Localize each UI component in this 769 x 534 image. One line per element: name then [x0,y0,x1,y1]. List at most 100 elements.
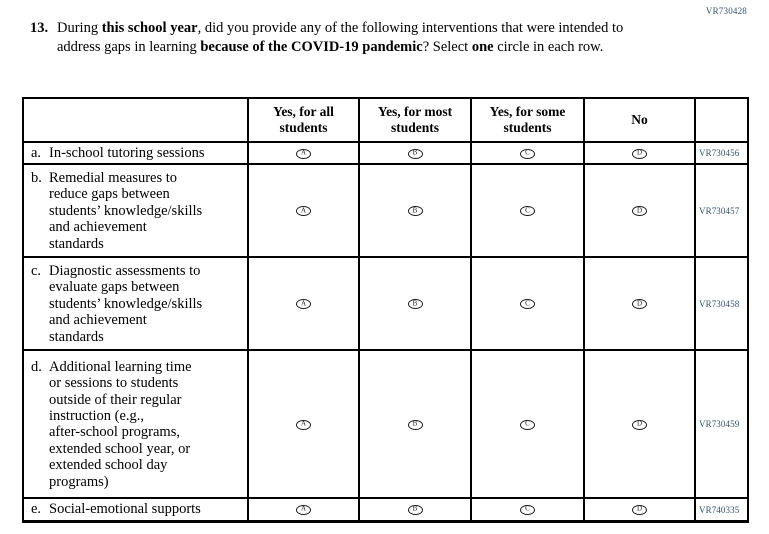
answer-bubble-d[interactable]: D [632,206,647,217]
row-letter: b. [31,169,42,186]
row-letter: c. [31,262,42,279]
question-text-bold: this school year [101,20,198,36]
answer-bubble-a[interactable]: A [296,148,311,159]
bubble-letter: D [636,206,643,215]
answer-bubble-a[interactable]: A [296,299,311,310]
row-code: VR740335 [694,497,749,523]
form-code: VR730428 [705,6,747,16]
bubble-letter: A [300,206,307,215]
row-code: VR730458 [694,256,749,352]
bubble-letter: B [412,419,418,428]
bubble-letter: B [412,299,418,308]
option-cell-yes-most: B [358,497,472,523]
table-row-a: a. In-school tutoring sessions A B C D V… [22,140,749,166]
option-cell-yes-all: A [247,256,360,352]
header-row: Yes, for all students Yes, for most stud… [22,97,749,143]
option-cell-no: D [583,140,696,166]
bubble-letter: C [525,299,530,308]
answer-bubble-b[interactable]: B [407,148,423,159]
option-cell-yes-most: B [358,163,472,259]
column-header-yes-some: Yes, for some students [470,97,585,143]
bubble-letter: D [636,148,643,157]
answer-bubble-b[interactable]: B [407,419,423,430]
bubble-letter: C [525,504,530,513]
question-text-bold: because of the COVID-19 pandemic [200,39,423,55]
option-cell-yes-most: B [358,256,472,352]
row-label-cell: c. Diagnostic assessments to evaluate ga… [22,256,249,352]
question-text-segment: ? Select [422,39,472,55]
answer-bubble-c[interactable]: C [520,299,535,310]
question-text-segment: , did you provide any of the following i… [57,20,624,55]
answer-bubble-b[interactable]: B [407,299,423,310]
option-cell-yes-some: C [470,497,585,523]
row-letter: e. [31,501,42,518]
question-text: During this school year, did you provide… [57,19,661,57]
bubble-letter: C [525,419,530,428]
bubble-letter: A [300,419,307,428]
row-label: Social-emotional supports [49,501,201,518]
bubble-letter: D [636,419,643,428]
answer-bubble-d[interactable]: D [632,299,647,310]
table-row-b: b. Remedial measures to reduce gaps betw… [22,163,749,259]
row-label-cell: b. Remedial measures to reduce gaps betw… [22,163,249,259]
answer-bubble-d[interactable]: D [632,504,647,515]
bubble-letter: B [412,504,418,513]
row-label-cell: a. In-school tutoring sessions [22,140,249,166]
option-cell-yes-all: A [247,140,360,166]
bubble-letter: A [300,148,307,157]
table-row-d: d. Additional learning time or sessions … [22,349,749,500]
option-cell-yes-some: C [470,163,585,259]
row-label: Remedial measures to reduce gaps between… [49,169,203,252]
row-code: VR730456 [694,140,749,166]
answer-bubble-a[interactable]: A [296,504,311,515]
row-letter: d. [31,358,42,375]
row-label: In-school tutoring sessions [49,145,205,161]
interventions-table: Yes, for all students Yes, for most stud… [22,97,749,523]
question-block: 13. During this school year, did you pro… [30,19,670,57]
answer-bubble-c[interactable]: C [520,206,535,217]
row-letter: a. [31,145,42,161]
answer-bubble-c[interactable]: C [520,419,535,430]
answer-bubble-b[interactable]: B [407,504,423,515]
option-cell-yes-some: C [470,349,585,500]
row-label: Additional learning time or sessions to … [49,358,192,490]
table-row-e: e. Social-emotional supports A B C D VR7… [22,497,749,523]
row-label-cell: e. Social-emotional supports [22,497,249,523]
bubble-letter: A [300,299,307,308]
bubble-letter: B [412,206,418,215]
answer-bubble-a[interactable]: A [296,206,311,217]
answer-bubble-d[interactable]: D [632,148,647,159]
answer-bubble-a[interactable]: A [296,419,311,430]
column-header-yes-most: Yes, for most students [358,97,472,143]
question-text-segment: circle in each row. [493,39,604,55]
bubble-letter: C [525,206,530,215]
row-code: VR730457 [694,163,749,259]
answer-bubble-c[interactable]: C [520,148,535,159]
bubble-letter: A [300,504,307,513]
option-cell-yes-some: C [470,256,585,352]
question-number: 13. [30,20,49,36]
question-text-segment: During [57,20,102,36]
bubble-letter: B [412,148,418,157]
answer-bubble-c[interactable]: C [520,504,535,515]
answer-bubble-b[interactable]: B [407,206,423,217]
answer-bubble-d[interactable]: D [632,419,647,430]
option-cell-yes-all: A [247,163,360,259]
bubble-letter: D [636,299,643,308]
option-cell-no: D [583,349,696,500]
question-text-bold: one [471,39,494,55]
row-label: Diagnostic assessments to evaluate gaps … [49,262,203,345]
option-cell-no: D [583,163,696,259]
option-cell-no: D [583,256,696,352]
table-row-c: c. Diagnostic assessments to evaluate ga… [22,256,749,352]
option-cell-yes-all: A [247,497,360,523]
option-cell-yes-most: B [358,349,472,500]
option-cell-yes-most: B [358,140,472,166]
option-cell-yes-all: A [247,349,360,500]
row-code: VR730459 [694,349,749,500]
row-label-cell: d. Additional learning time or sessions … [22,349,249,500]
column-header-no: No [583,97,696,143]
bubble-letter: D [636,504,643,513]
column-header-yes-all: Yes, for all students [247,97,360,143]
